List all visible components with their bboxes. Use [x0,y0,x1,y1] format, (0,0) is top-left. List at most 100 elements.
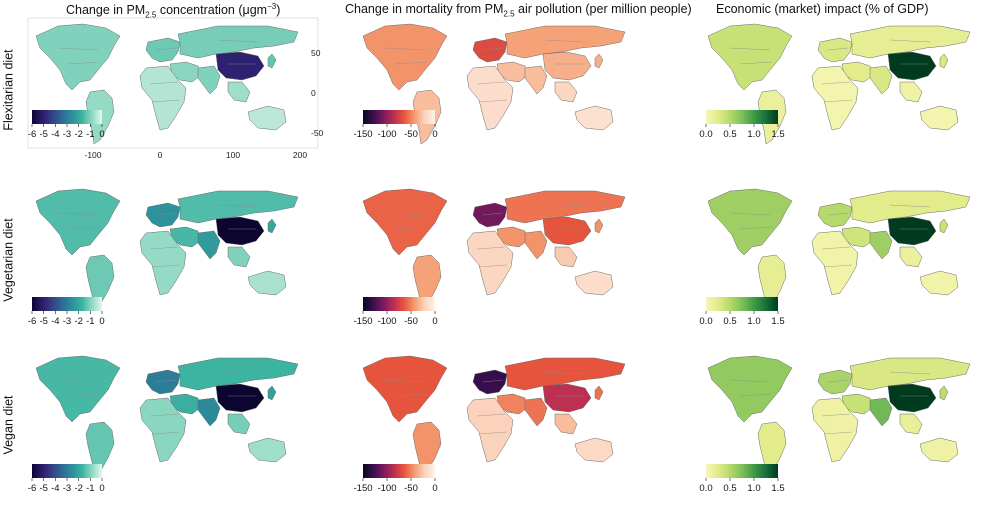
colorbar-tick-label: -4 [51,129,59,140]
colorbar-tick-label: -6 [28,483,36,494]
region-oceania [574,437,614,463]
region-europe [817,202,853,228]
border-line [149,81,179,85]
map-panel-pm25-0: -6 -5 -4 -3 -2 -1 0 -100 0 100 200 50 0 -50 [27,17,324,160]
x-tick-label: 0 [158,150,163,160]
colorbar-tick-label: 0 [432,316,437,327]
border-line [476,413,506,417]
border-line [889,204,931,208]
region-japan [267,53,277,69]
region-europe [472,37,508,63]
border-line [155,212,177,216]
border-line [739,226,773,230]
border-line [544,204,586,208]
colorbar-tick-label: -1 [86,129,94,140]
region-china [887,216,937,246]
colorbar-tick-label: 0 [432,483,437,494]
region-japan [939,53,949,69]
border-line [821,413,851,417]
region-south-asia [869,65,893,95]
border-line [151,264,181,268]
colorbar-tick-label: 1.0 [747,129,760,140]
region-japan [594,218,604,234]
border-line [827,212,849,216]
region-southeast-asia [899,413,923,435]
region-china [215,216,265,246]
region-japan [939,218,949,234]
region-southeast-asia [227,246,251,268]
region-north-america [35,23,121,91]
border-line [394,393,428,397]
colorbar [32,110,102,124]
region-southeast-asia [554,413,578,435]
x-tick-label: 200 [293,150,307,160]
border-line [476,81,506,85]
colorbar [363,297,435,311]
colorbar-tick-label: 1.5 [771,129,784,140]
region-africa [139,65,187,131]
colorbar-tick-label: -50 [404,316,418,327]
border-line [149,413,179,417]
border-line [155,379,177,383]
border-line [151,99,181,103]
region-china [887,383,937,413]
colorbar-tick-label: -6 [28,129,36,140]
border-line [823,431,853,435]
region-japan [267,218,277,234]
colorbar [706,297,778,311]
region-africa [466,230,514,296]
colorbar-tick-label: 1.0 [747,316,760,327]
region-china [542,383,592,413]
colorbar-tick-label: 0.5 [723,483,736,494]
region-north-america [707,188,793,256]
col-title-mortality: Change in mortality from PM2.5 air pollu… [345,2,692,19]
border-line [155,47,177,51]
region-russia-central-asia [504,25,626,59]
border-line [217,204,259,208]
colorbar-tick-label: -50 [404,483,418,494]
border-line [827,47,849,51]
region-oceania [919,105,959,131]
colorbar-tick-label: -3 [63,483,71,494]
border-line [67,393,101,397]
region-oceania [574,270,614,296]
region-europe [472,202,508,228]
region-japan [594,53,604,69]
colorbar-tick-label: 0 [99,316,104,327]
region-africa [811,65,859,131]
border-line [394,226,428,230]
region-south-asia [197,397,221,427]
border-line [482,379,504,383]
colorbar-tick-label: -2 [74,129,82,140]
border-line [482,47,504,51]
region-north-america [362,355,448,423]
border-line [823,264,853,268]
region-russia-central-asia [177,190,299,224]
region-europe [145,202,181,228]
region-africa [466,397,514,463]
region-south-asia [524,397,548,427]
border-line [729,212,771,216]
region-oceania [919,270,959,296]
border-line [478,99,508,103]
map-panel-mortality-0: -150 -100 -50 0 [353,23,626,145]
region-africa [139,230,187,296]
map-panel-pm25-1: -6 -5 -4 -3 -2 -1 0 [28,188,299,327]
border-line [729,379,771,383]
colorbar-tick-label: 0 [99,129,104,140]
map-panel-economic-0: 0.0 0.5 1.0 1.5 [699,23,971,145]
border-line [544,371,586,375]
colorbar [363,464,435,478]
region-russia-central-asia [849,25,971,59]
colorbar-tick-label: -50 [404,129,418,140]
region-china [887,51,937,81]
border-line [151,431,181,435]
region-southeast-asia [899,246,923,268]
region-russia-central-asia [504,357,626,391]
colorbar-tick-label: -100 [377,483,396,494]
map-panel-economic-2: 0.0 0.5 1.0 1.5 [699,355,971,494]
border-line [821,246,851,250]
region-south-asia [869,397,893,427]
